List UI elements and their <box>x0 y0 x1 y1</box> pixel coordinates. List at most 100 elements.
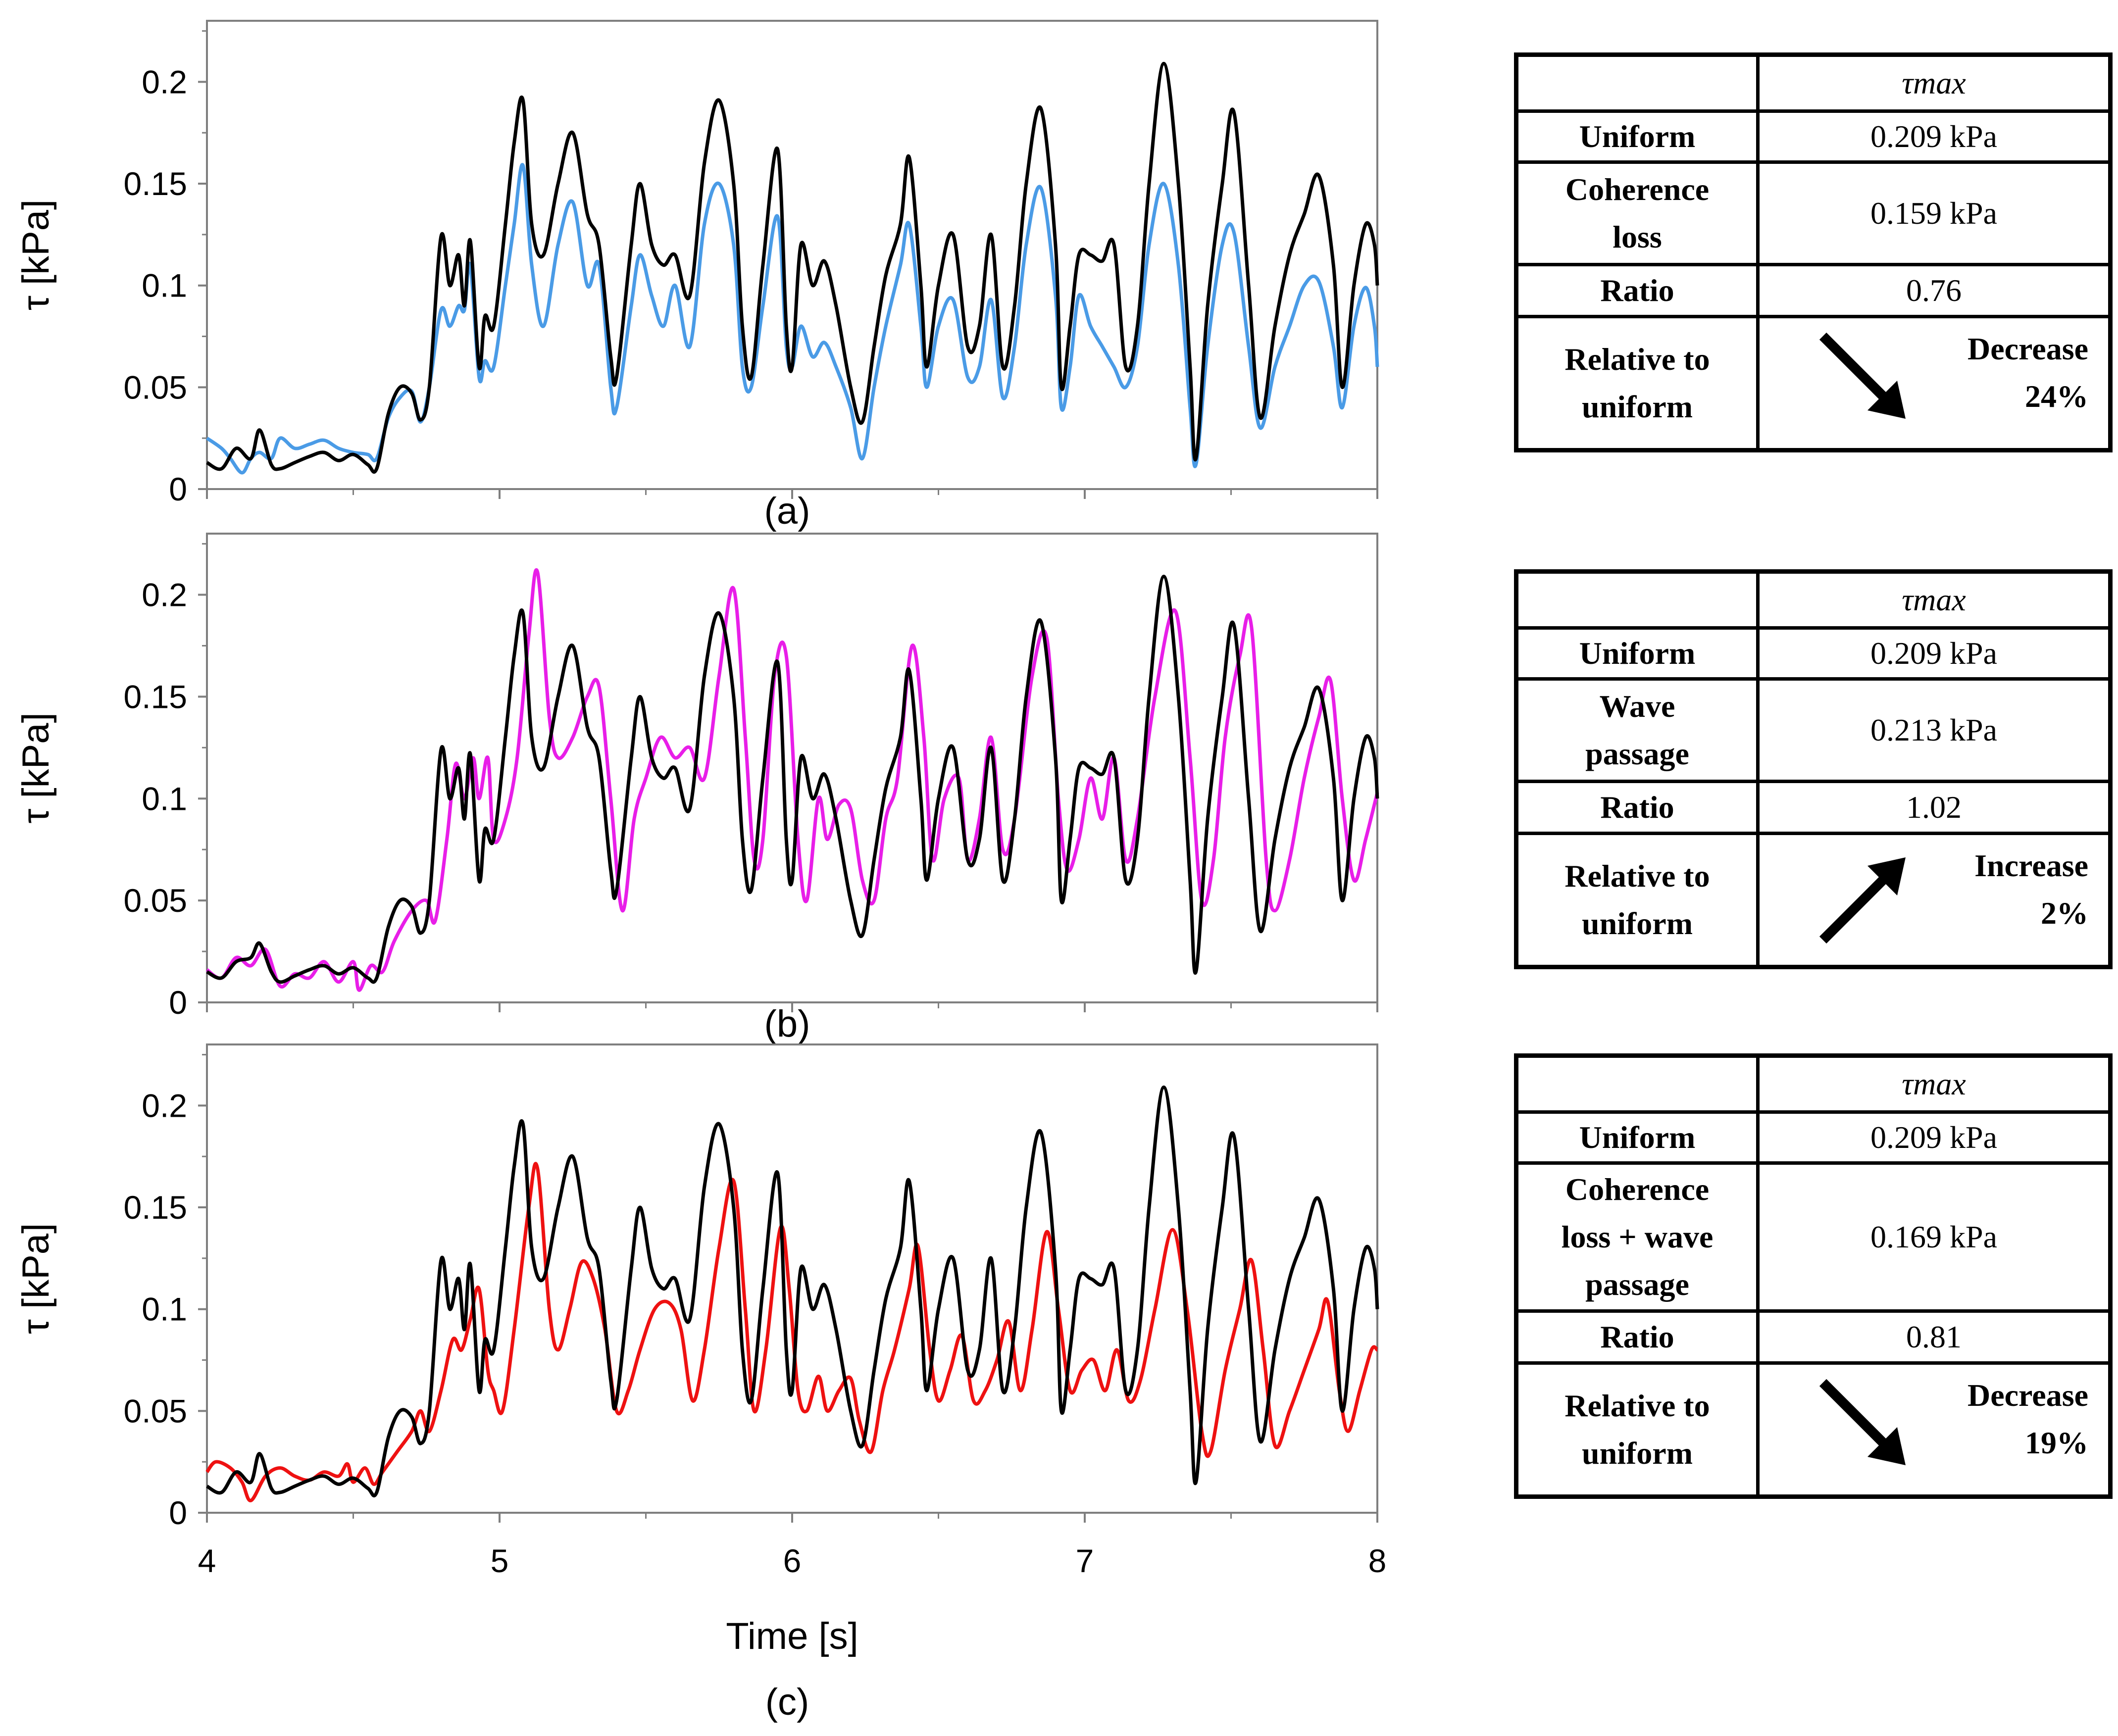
case-value: 0.213 kPa <box>1756 677 2112 783</box>
trend-value: 19% <box>2025 1425 2088 1460</box>
plot-frame <box>206 1043 1378 1514</box>
y-tick-label: 0.1 <box>142 780 187 817</box>
trend-word: Increase <box>1974 848 2088 883</box>
y-tick-label: 0.15 <box>124 1189 187 1226</box>
series-line-uniform <box>206 575 1379 984</box>
ratio-label: Ratio <box>1514 780 1760 835</box>
table-corner-cell <box>1514 53 1760 113</box>
series-line-uniform <box>206 61 1379 474</box>
tau-max-header: τmax <box>1756 53 2112 113</box>
ratio-value: 0.81 <box>1756 1309 2112 1365</box>
uniform-value: 0.209 kPa <box>1756 109 2112 164</box>
x-tick-label: 5 <box>491 1542 509 1579</box>
relative-label: Relative to uniform <box>1514 832 1760 969</box>
tau-max-header: τmax <box>1756 1054 2112 1114</box>
uniform-value: 0.209 kPa <box>1756 626 2112 681</box>
table-row-case: Coherence loss + wave passage 0.169 kPa <box>1514 1161 2112 1313</box>
relative-label-line: Relative to <box>1564 1388 1710 1423</box>
y-axis-label: τ [kPa] <box>15 199 57 310</box>
ratio-label: Ratio <box>1514 263 1760 318</box>
y-tick-label: 0.05 <box>124 369 187 405</box>
series-line-wave-passage <box>205 568 1379 992</box>
trend-text: Decrease 24% <box>1967 325 2088 420</box>
case-label-line: passage <box>1585 736 1689 771</box>
relative-label: Relative to uniform <box>1514 1361 1760 1498</box>
case-label-line: Wave <box>1599 689 1675 724</box>
table-row-relative: Relative to uniform Decrease 19% <box>1514 1361 2112 1498</box>
y-tick-label: 0.2 <box>142 1087 187 1124</box>
y-tick-label: 0.1 <box>142 1291 187 1328</box>
table-row-header: τmax <box>1514 1054 2112 1114</box>
panel-label: (b) <box>764 1003 810 1045</box>
trend-word: Decrease <box>1967 331 2088 366</box>
table-row-ratio: Ratio 1.02 <box>1514 780 2112 835</box>
case-value: 0.159 kPa <box>1756 160 2112 266</box>
y-tick-label: 0 <box>169 1494 187 1531</box>
y-axis-label: τ [kPa] <box>15 1223 57 1334</box>
x-axis-label: Time [s] <box>726 1615 858 1657</box>
y-tick-label: 0.2 <box>142 577 187 613</box>
case-label-line: passage <box>1585 1267 1689 1302</box>
table-row-header: τmax <box>1514 570 2112 630</box>
series-line-uniform <box>206 1085 1379 1497</box>
uniform-value: 0.209 kPa <box>1756 1110 2112 1165</box>
x-tick-label: 7 <box>1076 1542 1094 1579</box>
case-label: Coherence loss <box>1514 160 1760 266</box>
stats-table-a: τmax Uniform 0.209 kPa Coherence loss 0.… <box>1514 52 2113 452</box>
table-row-ratio: Ratio 0.81 <box>1514 1309 2112 1365</box>
trend-value: 2% <box>2041 895 2088 931</box>
table-corner-cell <box>1514 570 1760 630</box>
table-row-relative: Relative to uniform Decrease 24% <box>1514 315 2112 452</box>
case-label: Wave passage <box>1514 677 1760 783</box>
arrow-up-right-icon <box>1819 857 1906 944</box>
table-row-case: Wave passage 0.213 kPa <box>1514 677 2112 783</box>
relative-value-cell: Decrease 19% <box>1756 1361 2112 1498</box>
arrow-down-right-icon <box>1819 1379 1906 1465</box>
panel-label: (a) <box>764 490 810 532</box>
uniform-label: Uniform <box>1514 626 1760 681</box>
arrow-down-right-icon <box>1819 332 1906 419</box>
relative-label-line: Relative to <box>1564 342 1710 377</box>
tau-max-header: τmax <box>1756 570 2112 630</box>
case-value: 0.169 kPa <box>1756 1161 2112 1313</box>
series-line-coherence-loss-wave-passage <box>205 1162 1378 1502</box>
y-axis-label: τ [kPa] <box>15 712 57 823</box>
relative-label-line: uniform <box>1582 1436 1693 1471</box>
case-label-line: loss <box>1613 219 1662 254</box>
series-line-coherence-loss <box>206 163 1379 475</box>
y-tick-label: 0.05 <box>124 882 187 919</box>
y-tick-label: 0.15 <box>124 678 187 715</box>
relative-label-line: uniform <box>1582 389 1693 424</box>
trend-text: Decrease 19% <box>1967 1372 2088 1467</box>
ratio-value: 0.76 <box>1756 263 2112 318</box>
y-tick-label: 0.2 <box>142 63 187 100</box>
table-row-header: τmax <box>1514 53 2112 113</box>
y-tick-label: 0 <box>169 984 187 1021</box>
relative-label: Relative to uniform <box>1514 315 1760 452</box>
relative-label-line: Relative to <box>1564 858 1710 893</box>
ratio-label: Ratio <box>1514 1309 1760 1365</box>
table-row-uniform: Uniform 0.209 kPa <box>1514 109 2112 164</box>
table-row-uniform: Uniform 0.209 kPa <box>1514 626 2112 681</box>
panel-label: (c) <box>765 1681 809 1723</box>
relative-value-cell: Increase 2% <box>1756 832 2112 969</box>
x-tick-label: 4 <box>198 1542 216 1579</box>
uniform-label: Uniform <box>1514 109 1760 164</box>
y-tick-label: 0 <box>169 471 187 507</box>
y-tick-label: 0.05 <box>124 1392 187 1429</box>
y-tick-label: 0.15 <box>124 165 187 202</box>
uniform-label: Uniform <box>1514 1110 1760 1165</box>
table-row-case: Coherence loss 0.159 kPa <box>1514 160 2112 266</box>
stats-table-b: τmax Uniform 0.209 kPa Wave passage 0.21… <box>1514 569 2113 969</box>
x-tick-label: 6 <box>783 1542 802 1579</box>
trend-text: Increase 2% <box>1974 842 2088 937</box>
relative-label-line: uniform <box>1582 906 1693 941</box>
case-label-line: Coherence <box>1565 1172 1710 1207</box>
table-row-ratio: Ratio 0.76 <box>1514 263 2112 318</box>
stats-table-c: τmax Uniform 0.209 kPa Coherence loss + … <box>1514 1053 2113 1499</box>
table-row-uniform: Uniform 0.209 kPa <box>1514 1110 2112 1165</box>
case-label: Coherence loss + wave passage <box>1514 1161 1760 1313</box>
ratio-value: 1.02 <box>1756 780 2112 835</box>
table-corner-cell <box>1514 1054 1760 1114</box>
